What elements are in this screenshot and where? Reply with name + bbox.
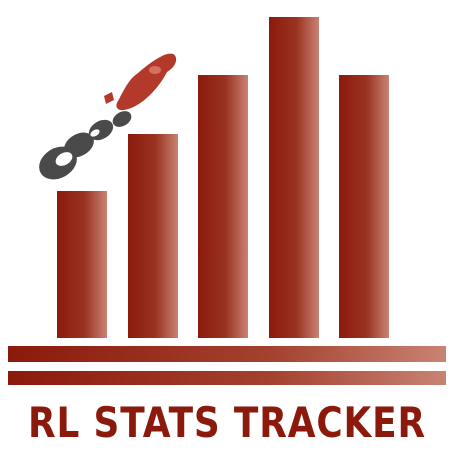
- stripe-top: [8, 346, 446, 362]
- bar-4: [269, 17, 319, 338]
- bar-2: [128, 134, 178, 338]
- bar-1: [57, 191, 107, 338]
- rocket-car-icon: [104, 53, 177, 111]
- baseline-stripes: [8, 346, 446, 385]
- stripe-bottom: [8, 371, 446, 385]
- smoke-trail-icon: [39, 111, 132, 180]
- logo-title: RL STATS TRACKER: [28, 398, 426, 447]
- chart-bars: [57, 17, 389, 338]
- bar-3: [198, 75, 248, 338]
- bar-5: [339, 75, 389, 338]
